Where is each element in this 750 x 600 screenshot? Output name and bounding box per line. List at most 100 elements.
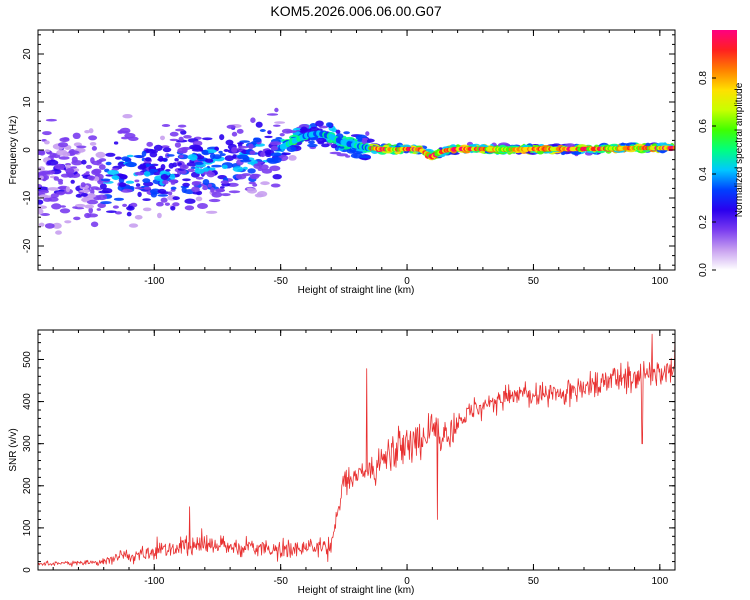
spectrogram-cell (267, 130, 272, 135)
spectrogram-cell (40, 213, 50, 216)
spectrogram-cell (71, 156, 78, 163)
spectrogram-x-tick-label: 0 (404, 276, 410, 287)
spectrogram-heatmap (38, 107, 675, 235)
colorbar-tick-label: 0.6 (698, 119, 709, 133)
spectrogram-cell (100, 201, 112, 205)
spectrogram-cell (225, 139, 234, 146)
spectrogram-cell (85, 164, 92, 169)
spectrogram-cell (274, 121, 286, 124)
spectrogram-cell (365, 131, 370, 137)
spectrogram-cell (274, 107, 279, 113)
spectrogram-cell (89, 142, 97, 146)
spectrogram-cell (203, 167, 210, 172)
spectrogram-cell (249, 150, 256, 155)
spectrogram-cell (97, 202, 106, 209)
spectrogram-x-ticks: -100 -50 0 50 100 (52, 30, 669, 287)
spectrogram-y-ticks: -20 -10 0 10 20 (22, 34, 675, 266)
spectrogram-cell (160, 164, 166, 170)
spectrogram-cell (135, 183, 141, 187)
snr-y-label: SNR (v/v) (8, 428, 19, 471)
spectrogram-cell (80, 193, 88, 197)
spectrogram-cell (38, 222, 45, 227)
spectrogram-cell (215, 188, 225, 193)
spectrogram-cell (224, 155, 234, 162)
spectrogram-cell (247, 168, 256, 174)
spectrogram-cell (172, 202, 180, 207)
spectrogram-cell (62, 151, 70, 157)
spectrogram-cell (133, 155, 144, 158)
spectrogram-cell (168, 179, 178, 183)
spectrogram-cell (221, 164, 228, 169)
spectrogram-cell (96, 194, 108, 201)
spectrogram-cell (113, 197, 124, 201)
spectrogram-cell (321, 143, 330, 148)
spectrogram-cell (194, 168, 205, 174)
spectrogram-cell (54, 163, 65, 170)
snr-y-tick-label: 400 (22, 393, 33, 410)
snr-series-line (38, 333, 675, 567)
spectrogram-cell (80, 182, 86, 188)
spectrogram-cell (162, 147, 172, 153)
spectrogram-cell (95, 151, 106, 158)
spectrogram-cell (339, 146, 345, 149)
spectrogram-cell (272, 174, 282, 180)
spectrogram-ridge-cell (672, 145, 675, 151)
spectrogram-cell (232, 154, 237, 159)
spectrogram-cell (59, 208, 71, 214)
spectrogram-cell (177, 147, 187, 154)
spectrogram-cell (105, 161, 112, 166)
colorbar-tick-label: 0.8 (698, 71, 709, 85)
snr-x-tick-label: 100 (651, 576, 668, 587)
spectrogram-cell (189, 144, 202, 150)
colorbar-tick-label: 0.2 (698, 215, 709, 229)
spectrogram-cell (157, 158, 168, 162)
colorbar-ticks: 0.0 0.2 0.4 0.6 0.8 (698, 71, 716, 277)
spectrogram-cell (169, 131, 179, 137)
spectrogram-cell (57, 178, 64, 183)
spectrogram-cell (170, 186, 177, 190)
spectrogram-cell (91, 146, 97, 151)
spectrogram-cell (202, 150, 209, 155)
spectrogram-cell (90, 221, 99, 228)
spectrogram-cell (237, 154, 249, 160)
spectrogram-cell (68, 150, 80, 155)
snr-x-tick-label: 50 (528, 576, 540, 587)
spectrogram-cell (76, 145, 87, 149)
spectrogram-cell (253, 163, 263, 170)
spectrogram-cell (218, 150, 223, 154)
colorbar-tick-label: 0.4 (698, 167, 709, 181)
spectrogram-cell (148, 168, 159, 173)
spectrogram-cell (231, 146, 238, 153)
spectrogram-cell (84, 204, 95, 209)
snr-y-tick-label: 500 (22, 351, 33, 368)
spectrogram-cell (169, 138, 179, 142)
spectrogram-cell (137, 191, 142, 198)
spectrogram-cell (58, 156, 70, 160)
spectrogram-cell (246, 188, 258, 194)
spectrogram-cell (91, 160, 102, 166)
spectrogram-cell (228, 190, 241, 194)
spectrogram-cell (202, 137, 213, 141)
spectrogram-cell (194, 161, 204, 165)
spectrogram-cell (45, 118, 58, 122)
spectrogram-cell (142, 198, 151, 202)
spectrogram-cell (112, 205, 119, 209)
spectrogram-cell (175, 128, 185, 132)
spectrogram-cell (98, 190, 110, 194)
spectrogram-cell (205, 210, 218, 214)
spectrogram-cell (38, 171, 48, 176)
spectrogram-cell (44, 140, 50, 145)
spectrogram-y-tick-label: -20 (22, 238, 33, 253)
spectrogram-cell (197, 203, 208, 209)
spectrogram-cell (142, 178, 151, 183)
spectrogram-cell (195, 176, 204, 180)
colorbar-gradient (712, 30, 737, 270)
spectrogram-cell (55, 230, 62, 235)
spectrogram-cell (260, 151, 266, 158)
snr-y-tick-label: 0 (22, 567, 33, 573)
spectrogram-cell (195, 155, 205, 160)
spectrogram-cell (344, 136, 355, 140)
spectrogram-cell (144, 171, 151, 177)
spectrogram-cell (149, 149, 156, 152)
